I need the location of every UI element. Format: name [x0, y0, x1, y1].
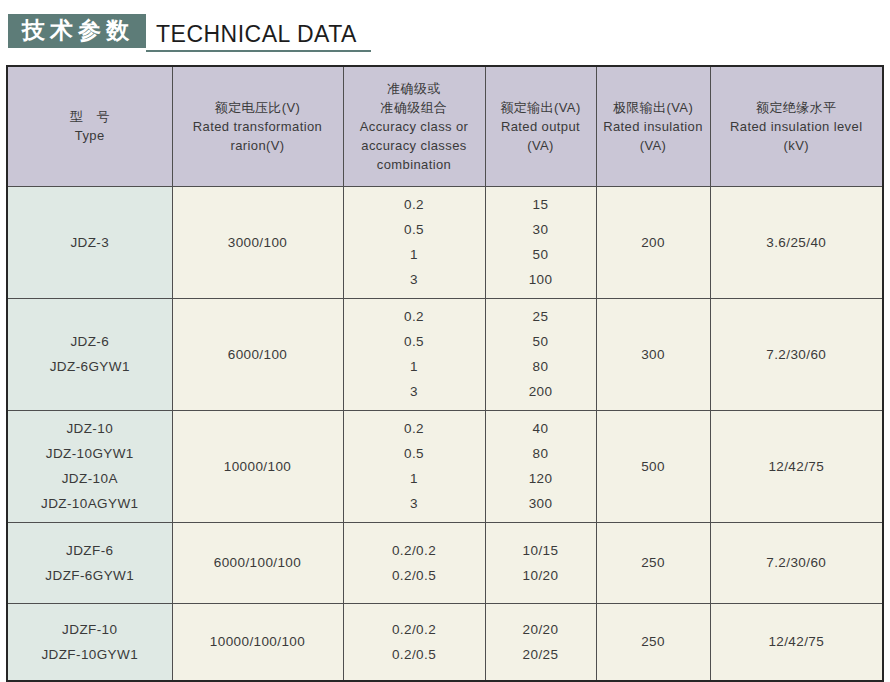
cell-type: JDZF-6 JDZF-6GYW1 [7, 522, 172, 603]
table-header-row: 型 号 Type 额定电压比(V) Rated transformation r… [7, 66, 883, 186]
cell-insulation: 7.2/30/60 [710, 298, 883, 410]
cell-ratio: 10000/100/100 [172, 603, 343, 681]
cell-accuracy: 0.2/0.2 0.2/0.5 [343, 522, 485, 603]
cell-output: 40 80 120 300 [485, 410, 596, 522]
cell-limit: 500 [596, 410, 710, 522]
cell-insulation: 7.2/30/60 [710, 522, 883, 603]
cell-accuracy: 0.2 0.5 1 3 [343, 410, 485, 522]
header-limit-output: 极限输出(VA) Rated insulation (VA) [596, 66, 710, 186]
cell-limit: 300 [596, 298, 710, 410]
table-row: JDZ-6 JDZ-6GYW1 6000/100 0.2 0.5 1 3 25 … [7, 298, 883, 410]
catalog-page: 技术参数 TECHNICAL DATA 型 号 Type 额定电压比(V) Ra… [0, 0, 890, 682]
cell-ratio: 10000/100 [172, 410, 343, 522]
header-rated-insulation-level: 额定绝缘水平 Rated insulation level (kV) [710, 66, 883, 186]
cell-type: JDZ-10 JDZ-10GYW1 JDZ-10A JDZ-10AGYW1 [7, 410, 172, 522]
cell-limit: 250 [596, 603, 710, 681]
table-row: JDZ-10 JDZ-10GYW1 JDZ-10A JDZ-10AGYW1 10… [7, 410, 883, 522]
cell-accuracy: 0.2/0.2 0.2/0.5 [343, 603, 485, 681]
cell-ratio: 3000/100 [172, 186, 343, 298]
cell-accuracy: 0.2 0.5 1 3 [343, 298, 485, 410]
cell-type: JDZ-6 JDZ-6GYW1 [7, 298, 172, 410]
section-title-english: TECHNICAL DATA [146, 23, 371, 52]
header-rated-transformation-ratio: 额定电压比(V) Rated transformation rarion(V) [172, 66, 343, 186]
cell-ratio: 6000/100 [172, 298, 343, 410]
cell-type: JDZF-10 JDZF-10GYW1 [7, 603, 172, 681]
technical-data-table: 型 号 Type 额定电压比(V) Rated transformation r… [6, 65, 884, 682]
cell-insulation: 3.6/25/40 [710, 186, 883, 298]
cell-output: 20/20 20/25 [485, 603, 596, 681]
table-row: JDZ-3 3000/100 0.2 0.5 1 3 15 30 50 100 … [7, 186, 883, 298]
cell-ratio: 6000/100/100 [172, 522, 343, 603]
table-row: JDZF-10 JDZF-10GYW1 10000/100/100 0.2/0.… [7, 603, 883, 681]
cell-output: 25 50 80 200 [485, 298, 596, 410]
table-row: JDZF-6 JDZF-6GYW1 6000/100/100 0.2/0.2 0… [7, 522, 883, 603]
section-title-chinese: 技术参数 [8, 14, 146, 48]
header-accuracy-class: 准确级或 准确级组合 Accuracy class or accuracy cl… [343, 66, 485, 186]
section-header: 技术参数 TECHNICAL DATA [8, 6, 890, 48]
cell-insulation: 12/42/75 [710, 603, 883, 681]
cell-limit: 200 [596, 186, 710, 298]
cell-accuracy: 0.2 0.5 1 3 [343, 186, 485, 298]
cell-output: 15 30 50 100 [485, 186, 596, 298]
cell-limit: 250 [596, 522, 710, 603]
header-rated-output: 额定输出(VA) Rated output (VA) [485, 66, 596, 186]
cell-type: JDZ-3 [7, 186, 172, 298]
cell-output: 10/15 10/20 [485, 522, 596, 603]
header-type: 型 号 Type [7, 66, 172, 186]
cell-insulation: 12/42/75 [710, 410, 883, 522]
